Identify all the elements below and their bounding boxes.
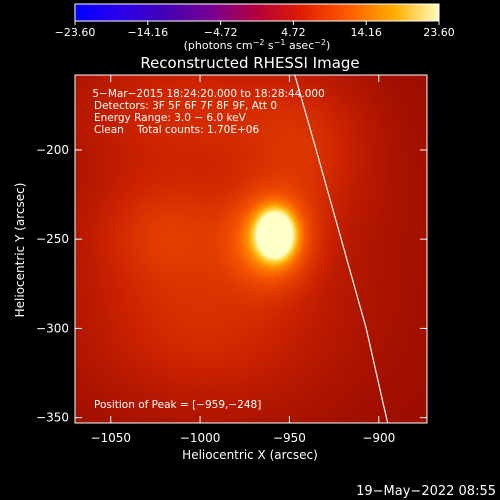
colorbar-tick-label: 14.16	[350, 26, 382, 39]
colorbar-tick-label: 23.60	[423, 26, 455, 39]
axis-ticks: −1050 −1000 −950 −900 −200 −250 −300 −350	[36, 75, 427, 445]
annotation-energy-range: Energy Range: 3.0 − 6.0 keV	[94, 112, 247, 124]
y-tick-label: −350	[36, 411, 69, 425]
x-tick-label: −950	[273, 431, 306, 445]
render-timestamp: 19−May−2022 08:55	[356, 484, 496, 499]
colorbar-units: (photons cm−2 s−1 asec−2)	[184, 38, 331, 52]
x-tick-label: −900	[362, 431, 395, 445]
colorbar-tick-label: −14.16	[127, 26, 168, 39]
y-tick-label: −300	[36, 321, 69, 335]
colorbar-tick-label: −4.72	[204, 26, 238, 39]
x-tick-label: −1050	[90, 431, 131, 445]
colorbar-tick-label: −23.60	[55, 26, 96, 39]
x-axis-label: Heliocentric X (arcsec)	[182, 448, 318, 462]
y-tick-label: −250	[36, 232, 69, 246]
peak-position-label: Position of Peak = [−959,−248]	[94, 399, 261, 411]
heatmap-area	[75, 75, 427, 423]
colorbar	[74, 3, 440, 22]
y-tick-label: −200	[36, 143, 69, 157]
annotation-counts: Clean Total counts: 1.70E+06	[94, 124, 259, 136]
y-axis-label: Heliocentric Y (arcsec)	[13, 183, 27, 318]
colorbar-tick-label: 4.72	[281, 26, 306, 39]
colorbar-ticks: −23.60 −14.16 −4.72 4.72 14.16 23.60	[55, 21, 455, 39]
plot-frame	[74, 74, 428, 424]
annotation-time-range: 5−Mar−2015 18:24:20.000 to 18:28:44.000	[89, 88, 325, 100]
annotation-block: 5−Mar−2015 18:24:20.000 to 18:28:44.000 …	[89, 88, 325, 136]
annotation-detectors: Detectors: 3F 5F 6F 7F 8F 9F, Att 0	[94, 100, 277, 112]
chart-title: Reconstructed RHESSI Image	[140, 54, 359, 72]
solar-limb-line	[294, 75, 389, 423]
x-tick-label: −1000	[180, 431, 221, 445]
